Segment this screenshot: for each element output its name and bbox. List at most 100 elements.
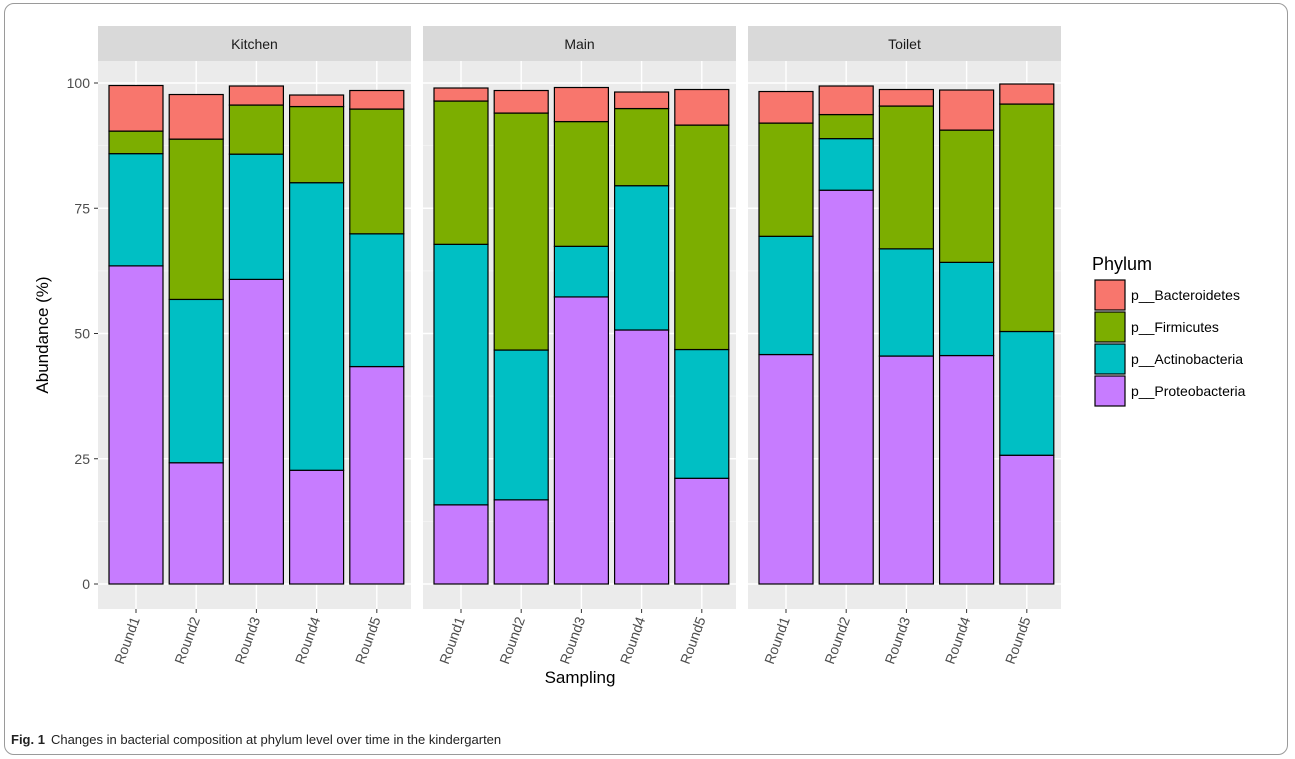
bar-segment-p-proteobacteria bbox=[493, 499, 549, 585]
x-tick-label: Round1 bbox=[761, 614, 793, 666]
x-tick-label: Round2 bbox=[821, 614, 853, 666]
bar-segment-p-firmicutes bbox=[938, 129, 995, 263]
bar-segment-p-bacteroidetes bbox=[168, 93, 224, 140]
facet-strip bbox=[423, 26, 736, 61]
y-tick-label: 100 bbox=[67, 75, 91, 91]
bar-segment-p-actinobacteria bbox=[999, 330, 1055, 456]
bar-segment-p-firmicutes bbox=[228, 104, 284, 155]
x-tick-label: Round4 bbox=[292, 614, 324, 666]
bar-segment-p-firmicutes bbox=[433, 100, 489, 245]
bar-segment-p-proteobacteria bbox=[108, 265, 164, 585]
legend-label: p__Firmicutes bbox=[1131, 319, 1219, 335]
legend-label: p__Bacteroidetes bbox=[1131, 287, 1240, 303]
bar-segment-p-bacteroidetes bbox=[938, 89, 995, 131]
bar-segment-p-firmicutes bbox=[168, 138, 224, 301]
y-tick-label: 50 bbox=[74, 326, 90, 342]
x-tick-label: Round1 bbox=[436, 614, 468, 666]
bar-segment-p-firmicutes bbox=[758, 122, 814, 237]
bar-segment-p-firmicutes bbox=[108, 130, 164, 155]
x-tick-label: Round5 bbox=[1002, 614, 1034, 666]
bar-segment-p-proteobacteria bbox=[999, 454, 1055, 585]
bar-segment-p-firmicutes bbox=[878, 105, 935, 250]
bar-segment-p-actinobacteria bbox=[168, 298, 224, 464]
bar-segment-p-actinobacteria bbox=[108, 153, 164, 267]
bar-segment-p-bacteroidetes bbox=[228, 85, 284, 106]
bar-segment-p-proteobacteria bbox=[938, 354, 995, 585]
bar-segment-p-bacteroidetes bbox=[349, 89, 405, 110]
bar-segment-p-firmicutes bbox=[349, 108, 405, 235]
y-tick-label: 0 bbox=[82, 576, 90, 592]
legend-key-p-proteobacteria bbox=[1094, 375, 1126, 407]
facet-label: Kitchen bbox=[231, 36, 278, 52]
bar-segment-p-actinobacteria bbox=[613, 185, 670, 331]
x-tick-label: Round5 bbox=[352, 614, 384, 666]
bar-segment-p-bacteroidetes bbox=[493, 89, 549, 114]
x-tick-label: Round2 bbox=[496, 614, 528, 666]
bar-segment-p-bacteroidetes bbox=[999, 83, 1055, 105]
bar-segment-p-bacteroidetes bbox=[878, 88, 935, 107]
bar-segment-p-firmicutes bbox=[613, 107, 670, 187]
bar-segment-p-actinobacteria bbox=[289, 182, 345, 471]
bar-segment-p-proteobacteria bbox=[674, 477, 730, 585]
x-axis-title: Sampling bbox=[545, 668, 616, 687]
bar-segment-p-actinobacteria bbox=[674, 348, 730, 479]
bar-segment-p-bacteroidetes bbox=[553, 86, 610, 123]
legend-title: Phylum bbox=[1092, 254, 1152, 274]
bar-segment-p-actinobacteria bbox=[758, 235, 814, 356]
x-tick-label: Round3 bbox=[881, 614, 913, 666]
bar-segment-p-proteobacteria bbox=[228, 278, 284, 585]
bar-segment-p-firmicutes bbox=[289, 105, 345, 184]
stacked-bar-chart: Kitchen Round1 Round2 Round3 Round4 Round5 Mai… bbox=[33, 26, 1246, 687]
bar-segment-p-proteobacteria bbox=[289, 469, 345, 585]
bar-segment-p-firmicutes bbox=[674, 124, 730, 351]
bar-segment-p-firmicutes bbox=[999, 103, 1055, 333]
bar-segment-p-actinobacteria bbox=[938, 261, 995, 357]
bar-segment-p-proteobacteria bbox=[168, 462, 224, 585]
y-tick-label: 75 bbox=[74, 200, 90, 216]
x-tick-label: Round2 bbox=[171, 614, 203, 666]
bar-segment-p-proteobacteria bbox=[613, 329, 670, 585]
bar-segment-p-proteobacteria bbox=[818, 189, 874, 585]
bar-segment-p-proteobacteria bbox=[878, 355, 935, 585]
x-tick-label: Round4 bbox=[942, 614, 974, 666]
bar-segment-p-bacteroidetes bbox=[674, 88, 730, 126]
bar-segment-p-bacteroidetes bbox=[289, 94, 345, 108]
facet-strip bbox=[98, 26, 411, 61]
bar-segment-p-firmicutes bbox=[493, 112, 549, 351]
bar-segment-p-actinobacteria bbox=[553, 245, 610, 298]
figure-frame bbox=[4, 3, 1288, 755]
caption-label: Fig. 1 bbox=[11, 732, 45, 747]
bar-segment-p-actinobacteria bbox=[349, 233, 405, 368]
facet-label: Toilet bbox=[888, 36, 921, 52]
bar-segment-p-proteobacteria bbox=[553, 296, 610, 585]
bar-segment-p-bacteroidetes bbox=[108, 84, 164, 132]
legend-key-p-firmicutes bbox=[1094, 311, 1126, 343]
legend-key-p-bacteroidetes bbox=[1094, 279, 1126, 311]
facet-strip bbox=[748, 26, 1061, 61]
bar-segment-p-bacteroidetes bbox=[433, 87, 489, 102]
bar-segment-p-actinobacteria bbox=[228, 153, 284, 280]
x-tick-label: Round4 bbox=[617, 614, 649, 666]
x-tick-label: Round5 bbox=[677, 614, 709, 666]
x-tick-label: Round3 bbox=[556, 614, 588, 666]
bar-segment-p-actinobacteria bbox=[493, 349, 549, 501]
bar-segment-p-proteobacteria bbox=[349, 365, 405, 585]
y-axis-title: Abundance (%) bbox=[33, 276, 52, 393]
bar-segment-p-bacteroidetes bbox=[818, 85, 874, 116]
legend-label: p__Proteobacteria bbox=[1131, 383, 1246, 399]
facet-label: Main bbox=[564, 36, 594, 52]
bar-segment-p-firmicutes bbox=[818, 113, 874, 140]
bar-segment-p-firmicutes bbox=[553, 120, 610, 247]
caption-text: Changes in bacterial composition at phyl… bbox=[50, 732, 502, 747]
legend-key-p-actinobacteria bbox=[1094, 343, 1126, 375]
bar-segment-p-proteobacteria bbox=[433, 504, 489, 585]
bar-segment-p-proteobacteria bbox=[758, 353, 814, 585]
figure-caption: Fig. 1 Changes in bacterial composition a… bbox=[11, 732, 501, 747]
bar-segment-p-actinobacteria bbox=[818, 138, 874, 191]
bar-segment-p-bacteroidetes bbox=[758, 90, 814, 124]
x-tick-label: Round3 bbox=[231, 614, 263, 666]
y-tick-label: 25 bbox=[74, 451, 90, 467]
bar-segment-p-actinobacteria bbox=[433, 243, 489, 506]
legend-label: p__Actinobacteria bbox=[1131, 351, 1243, 367]
bar-segment-p-bacteroidetes bbox=[613, 91, 670, 110]
